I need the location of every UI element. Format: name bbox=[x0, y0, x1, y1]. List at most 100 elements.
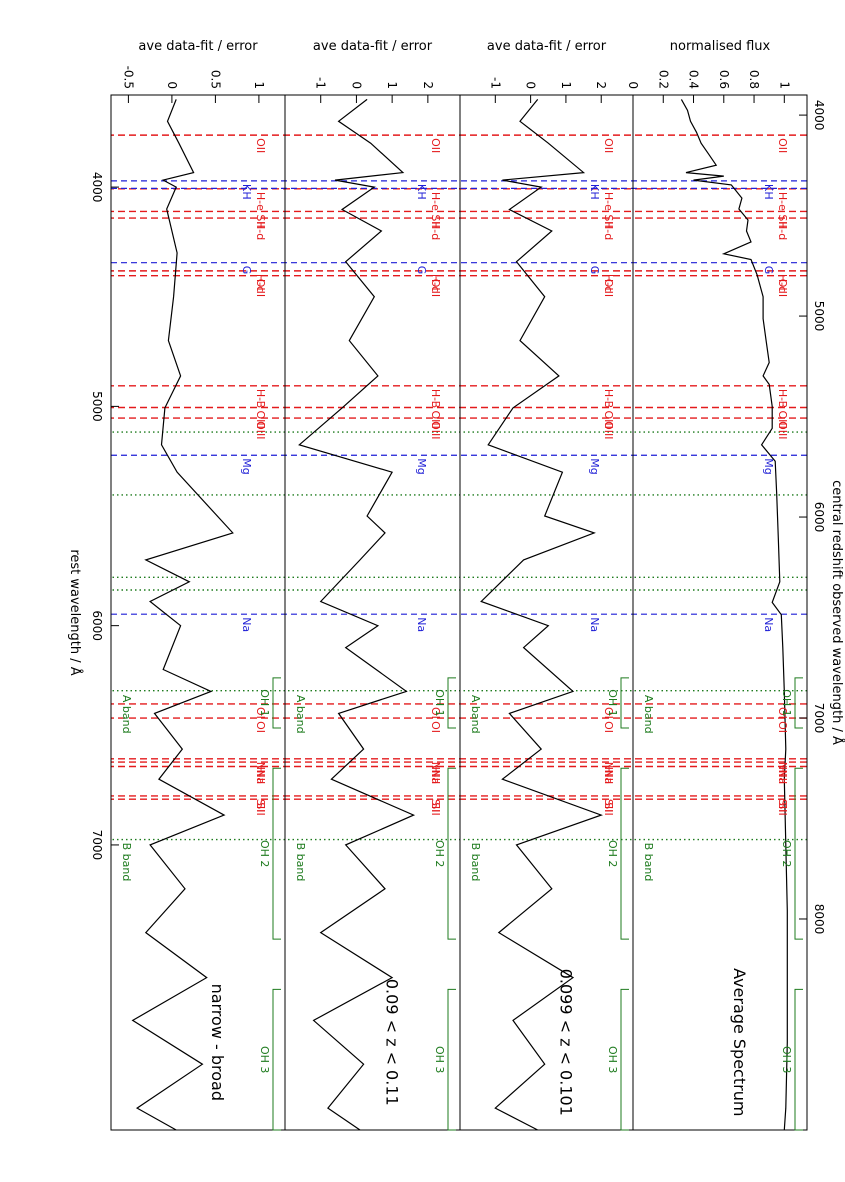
emission-line-label: H-c bbox=[429, 274, 442, 292]
emission-line-label: OIII bbox=[429, 279, 442, 297]
emission-line-label: SII bbox=[254, 214, 267, 227]
oh-band-bracket bbox=[620, 767, 629, 940]
emission-line-label: H-B bbox=[602, 389, 615, 408]
absorption-line-label: Mg bbox=[588, 458, 601, 474]
bottom-tick-label: 6000 bbox=[90, 610, 104, 641]
y-tick-label: 0.6 bbox=[717, 70, 731, 89]
y-tick-label: 0 bbox=[626, 81, 640, 89]
emission-line-label: OII bbox=[429, 138, 442, 153]
y-tick-label: 2 bbox=[421, 81, 435, 89]
absorption-line-label: H bbox=[762, 191, 775, 199]
oh-band-bracket bbox=[620, 677, 629, 729]
y-tick-label: 0.2 bbox=[656, 70, 670, 89]
emission-line-label: OI bbox=[429, 707, 442, 719]
emission-line-label: H-c bbox=[602, 274, 615, 292]
emission-line-label: OI bbox=[254, 707, 267, 719]
axes: 0 0.2 0.4 0.6 0.8 1 normalised flux Average Spe… bbox=[90, 39, 826, 1131]
oh-band-label: OH 2 bbox=[433, 840, 446, 867]
absorption-line-label: G bbox=[588, 266, 601, 275]
emission-line-label: SII bbox=[429, 214, 442, 227]
emission-line-label: OIII bbox=[429, 410, 442, 428]
oh-band-label: OH 1 bbox=[780, 689, 793, 716]
emission-line-label: SII bbox=[776, 214, 789, 227]
oh-band-bracket bbox=[620, 988, 629, 1131]
absorption-line-label: G bbox=[240, 266, 253, 275]
emission-line-label: H-c bbox=[254, 274, 267, 292]
panel-frame bbox=[632, 94, 808, 1131]
y-tick-label: 1 bbox=[252, 81, 266, 89]
oh-band-bracket bbox=[794, 767, 803, 940]
y-tick-label: -1 bbox=[488, 77, 502, 89]
sky-band-label: B band bbox=[294, 843, 307, 882]
panel-frame bbox=[459, 94, 634, 1131]
emission-line-label: OIII bbox=[602, 279, 615, 297]
emission-line-label: OIII bbox=[776, 279, 789, 297]
oh-band-bracket bbox=[272, 767, 281, 940]
y-tick-label: 0 bbox=[349, 81, 363, 89]
oh-band-bracket bbox=[447, 677, 456, 729]
oh-band-label: OH 2 bbox=[606, 840, 619, 867]
emission-line-label: OIII bbox=[254, 421, 267, 439]
emission-line-label: NII bbox=[776, 770, 789, 785]
y-tick-label: 0 bbox=[165, 81, 179, 89]
emission-line-label: SII bbox=[602, 799, 615, 812]
absorption-line-label: Na bbox=[415, 617, 428, 632]
top-tick-label: 8000 bbox=[812, 904, 826, 935]
top-tick-label: 7000 bbox=[812, 703, 826, 734]
panel-title: 0.099 < z < 0.101 bbox=[556, 969, 575, 1116]
oh-band-bracket bbox=[272, 677, 281, 729]
absorption-line-label: K bbox=[415, 184, 428, 192]
emission-line-label: NII bbox=[429, 770, 442, 785]
y-tick-label: 2 bbox=[594, 81, 608, 89]
bottom-tick-label: 7000 bbox=[90, 830, 104, 861]
absorption-line-label: H bbox=[588, 191, 601, 199]
line-labels: OIIH-eSIIH-dOIIIH-cH-BOIIIOIIIOIOINIIH-a… bbox=[120, 138, 803, 1131]
emission-line-label: H-B bbox=[429, 389, 442, 408]
y-tick-label: 0.4 bbox=[687, 70, 701, 89]
sky-band-label: A band bbox=[294, 695, 307, 734]
absorption-line-label: G bbox=[762, 266, 775, 275]
emission-line-label: SII bbox=[429, 802, 442, 815]
y-axis-label: ave data-fit / error bbox=[138, 39, 258, 54]
spectrum-trace bbox=[131, 99, 234, 1131]
emission-line-label: NII bbox=[602, 770, 615, 785]
y-tick-label: 0.8 bbox=[747, 70, 761, 89]
emission-line-label: H-a bbox=[602, 765, 615, 784]
absorption-line-label: Na bbox=[762, 617, 775, 632]
y-tick-label: -0.5 bbox=[121, 66, 135, 89]
y-tick-label: 0.5 bbox=[208, 70, 222, 89]
spectrum-trace bbox=[298, 98, 416, 1131]
spectrum-trace bbox=[480, 99, 603, 1131]
y-axis-label: ave data-fit / error bbox=[487, 39, 607, 54]
emission-line-label: SII bbox=[254, 799, 267, 812]
emission-line-label: SII bbox=[602, 802, 615, 815]
top-tick-label: 5000 bbox=[812, 301, 826, 332]
oh-band-label: OH 2 bbox=[780, 840, 793, 867]
absorption-line-label: Na bbox=[240, 617, 253, 632]
bottom-tick-label: 5000 bbox=[90, 391, 104, 422]
oh-band-label: OH 3 bbox=[606, 1046, 619, 1073]
emission-line-label: H-e bbox=[776, 192, 789, 211]
emission-line-label: H-d bbox=[429, 221, 442, 240]
y-tick-label: -1 bbox=[314, 77, 328, 89]
emission-line-label: OIII bbox=[602, 421, 615, 439]
emission-line-label: NII bbox=[254, 770, 267, 785]
emission-line-label: H-B bbox=[776, 389, 789, 408]
emission-line-label: H-d bbox=[776, 221, 789, 240]
oh-band-label: OH 3 bbox=[258, 1046, 271, 1073]
emission-line-label: OIII bbox=[254, 279, 267, 297]
absorption-line-label: K bbox=[240, 184, 253, 192]
emission-line-label: H-d bbox=[602, 221, 615, 240]
sky-band-label: B band bbox=[642, 843, 655, 882]
emission-line-label: OII bbox=[254, 138, 267, 153]
y-tick-label: 1 bbox=[559, 81, 573, 89]
emission-line-label: OI bbox=[776, 707, 789, 719]
sky-band-label: B band bbox=[120, 843, 133, 882]
emission-line-label: H-a bbox=[776, 765, 789, 784]
absorption-line-label: G bbox=[415, 266, 428, 275]
emission-line-label: H-a bbox=[254, 765, 267, 784]
emission-line-label: NII bbox=[254, 762, 267, 777]
oh-band-bracket bbox=[447, 767, 456, 940]
emission-line-label: H-d bbox=[254, 221, 267, 240]
